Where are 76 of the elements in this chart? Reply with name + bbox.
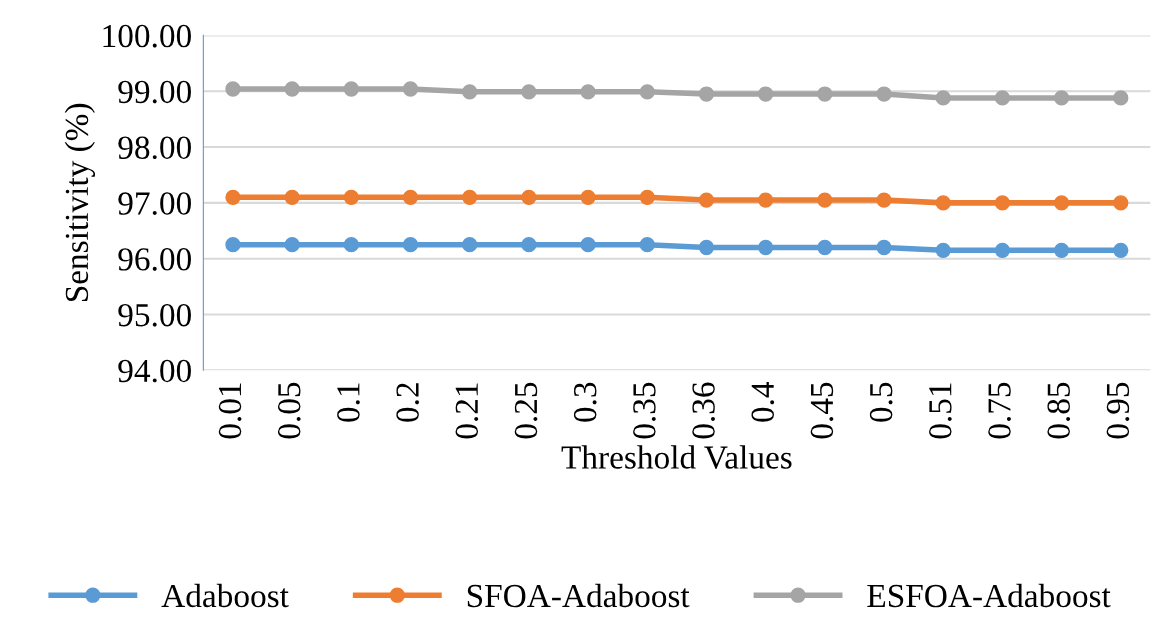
legend-label: ESFOA-Adaboost — [867, 583, 1111, 608]
x-tick-label: 0.45 — [810, 382, 834, 439]
point — [225, 189, 241, 205]
point — [521, 84, 537, 100]
point — [817, 86, 833, 102]
point — [1113, 195, 1129, 211]
point — [1053, 195, 1070, 211]
point — [698, 239, 715, 256]
x-tick-label: 0.75 — [988, 382, 1011, 439]
point — [1113, 90, 1129, 106]
point — [521, 237, 537, 253]
x-tick-label: 0.5 — [869, 382, 893, 422]
y-tick-label: 98.00 — [118, 136, 191, 160]
x-tick-label: 0.01 — [218, 383, 242, 439]
point — [225, 81, 241, 97]
point — [639, 84, 655, 100]
y-tick-label: 95.00 — [118, 303, 191, 327]
x-tick-label: 0.95 — [1106, 382, 1130, 439]
x-tick-label: 0.35 — [633, 382, 656, 439]
point — [402, 237, 419, 253]
point — [935, 195, 951, 211]
x-tick-label: 0.25 — [514, 382, 538, 439]
point — [758, 192, 774, 208]
point — [343, 237, 359, 253]
point — [758, 86, 774, 102]
point — [284, 189, 300, 205]
point — [284, 237, 300, 253]
point — [462, 84, 478, 100]
point — [402, 81, 419, 97]
point — [639, 189, 655, 205]
point — [698, 192, 715, 208]
x-tick-label: 0.51 — [929, 383, 952, 439]
point — [994, 242, 1011, 258]
x-tick-label: 0.36 — [692, 382, 715, 439]
point — [817, 192, 833, 208]
x-tick-label: 0.2 — [396, 383, 419, 422]
x-tick-label: 0.1 — [337, 383, 360, 422]
y-axis-title: Sensitivity (%) — [64, 103, 96, 302]
x-tick-label: 0.3 — [573, 382, 597, 422]
legend-label: Adaboost — [161, 583, 289, 608]
y-tick-label: 96.00 — [118, 248, 191, 271]
point — [580, 189, 596, 205]
x-tick-label: 0.4 — [751, 381, 775, 422]
legend-label: SFOA-Adaboost — [467, 583, 690, 608]
x-tick-label: 0.85 — [1047, 382, 1071, 439]
point — [1053, 242, 1070, 258]
point — [580, 237, 596, 253]
point — [817, 239, 833, 256]
point — [935, 90, 951, 106]
point — [521, 189, 537, 205]
point — [343, 189, 359, 205]
point — [876, 86, 892, 102]
y-tick-label: 100.00 — [103, 24, 191, 48]
x-tick-label: 0.21 — [455, 383, 479, 439]
point — [284, 81, 300, 97]
point — [462, 237, 478, 253]
point — [935, 242, 951, 258]
point — [1053, 90, 1070, 106]
point — [994, 195, 1011, 211]
point — [225, 237, 241, 253]
y-tick-label: 97.00 — [118, 192, 191, 215]
point — [994, 90, 1011, 106]
point — [698, 86, 715, 102]
x-tick-label: 0.05 — [277, 382, 301, 439]
point — [758, 239, 774, 256]
point — [639, 237, 655, 253]
point — [343, 81, 359, 97]
x-axis-title: Threshold Values — [561, 445, 792, 469]
point — [1113, 242, 1129, 258]
point — [876, 192, 892, 208]
point — [402, 189, 419, 205]
point — [580, 84, 596, 100]
y-tick-label: 94.00 — [118, 359, 191, 383]
point — [876, 239, 892, 256]
y-tick-label: 99.00 — [118, 80, 191, 104]
point — [462, 189, 478, 205]
